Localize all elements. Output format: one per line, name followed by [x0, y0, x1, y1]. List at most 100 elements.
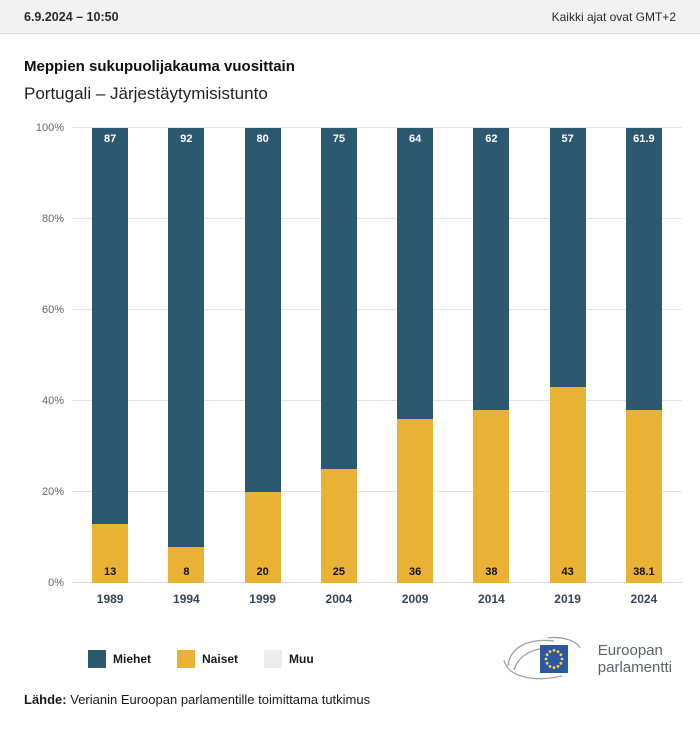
men-segment[interactable]: 87: [92, 128, 129, 524]
men-value-label: 75: [332, 133, 345, 145]
y-tick-label: 100%: [35, 122, 64, 134]
source-label: Lähde:: [24, 692, 67, 707]
men-segment[interactable]: 92: [168, 128, 205, 547]
women-value-label: 43: [561, 565, 574, 578]
men-value-label: 62: [485, 133, 498, 145]
women-value-label: 36: [409, 565, 422, 578]
y-tick-label: 0%: [48, 577, 64, 589]
x-axis-label: 1989: [96, 592, 124, 606]
x-axis: 1989 1994 1999 2004 2009 2014 2019 2024: [72, 592, 682, 606]
men-segment[interactable]: 75: [320, 128, 357, 470]
gridline: [72, 218, 682, 219]
women-segment[interactable]: 20: [244, 492, 281, 583]
stacked-bar-chart: 0% 20% 40% 60% 80% 100% 87 13 92 8 80 20 75 25 64 36 62…: [24, 122, 682, 606]
y-tick-label: 20%: [41, 486, 64, 498]
top-bar: 6.9.2024 – 10:50 Kaikki ajat ovat GMT+2: [0, 0, 700, 34]
legend-item-muu[interactable]: Muu: [264, 650, 314, 668]
bar-column: 57 43: [530, 128, 606, 583]
chart-title: Meppien sukupuolijakauma vuosittain: [24, 58, 295, 75]
chart-subtitle: Portugali – Järjestäytymisistunto: [24, 84, 268, 103]
stacked-bar-2004[interactable]: 75 25: [320, 128, 357, 583]
gridline: [72, 400, 682, 401]
legend-swatch: [177, 650, 196, 668]
legend-label: Muu: [289, 652, 314, 666]
legend-swatch: [264, 650, 283, 668]
bar-column: 75 25: [301, 128, 377, 583]
bar-column: 62 38: [453, 128, 529, 583]
gridlines: [72, 127, 682, 583]
bars-container: 87 13 92 8 80 20 75 25 64 36 62 38 57 43 61.9 38.1: [72, 128, 682, 583]
legend-label: Miehet: [113, 652, 152, 666]
legend: Miehet Naiset Muu: [88, 650, 314, 668]
women-value-label: 25: [332, 566, 345, 578]
y-tick-label: 60%: [41, 304, 64, 316]
women-segment[interactable]: 38.1: [625, 409, 662, 583]
women-segment[interactable]: 13: [92, 523, 129, 583]
women-value-label: 38: [485, 565, 498, 578]
x-axis-label: 1999: [249, 592, 276, 606]
gridline: [72, 491, 682, 492]
women-segment[interactable]: 38: [473, 410, 510, 583]
datetime-label: 6.9.2024 – 10:50: [24, 9, 119, 24]
x-axis-label: 2024: [630, 592, 658, 606]
legend-item-miehet[interactable]: Miehet: [88, 650, 151, 668]
legend-item-naiset[interactable]: Naiset: [177, 650, 238, 668]
source-text: Verianin Euroopan parlamentille toimitta…: [66, 692, 371, 707]
europarl-logo: Euroopan parlamentti: [502, 636, 672, 682]
stacked-bar-1994[interactable]: 92 8: [168, 128, 205, 583]
men-segment[interactable]: 80: [244, 128, 281, 492]
legend-label: Naiset: [202, 652, 239, 666]
women-segment[interactable]: 43: [549, 387, 586, 583]
bar-column: 64 36: [377, 128, 453, 583]
y-tick-label: 80%: [41, 213, 64, 225]
men-value-label: 92: [180, 133, 193, 145]
eu-stars: [544, 649, 564, 669]
bar-column: 92 8: [148, 128, 224, 583]
legend-swatch: [88, 650, 106, 668]
x-axis-label: 2014: [478, 592, 505, 606]
men-segment[interactable]: 61.9: [625, 128, 662, 410]
x-axis-label: 2019: [554, 592, 581, 606]
x-axis-label: 2009: [401, 592, 429, 606]
europarl-logo-text: Euroopan parlamentti: [598, 642, 672, 677]
y-axis: 0% 20% 40% 60% 80% 100%: [24, 122, 64, 589]
men-segment[interactable]: 57: [549, 128, 586, 388]
women-segment[interactable]: 36: [397, 419, 434, 583]
europarl-logo-icon: [503, 636, 581, 680]
bar-column: 87 13: [72, 128, 148, 583]
stacked-bar-2014[interactable]: 62 38: [473, 128, 510, 583]
x-axis-label: 2004: [325, 592, 353, 606]
x-axis-label: 1994: [173, 592, 200, 606]
stacked-bar-2009[interactable]: 64 36: [397, 128, 434, 583]
women-segment[interactable]: 8: [168, 546, 205, 583]
women-segment[interactable]: 25: [320, 469, 357, 583]
men-value-label: 61.9: [633, 133, 655, 145]
men-value-label: 87: [104, 133, 117, 145]
bar-column: 61.9 38.1: [606, 128, 682, 583]
gridline: [72, 309, 682, 310]
stacked-bar-2019[interactable]: 57 43: [549, 128, 586, 583]
women-value-label: 38.1: [633, 565, 655, 578]
bar-column: 80 20: [225, 128, 301, 583]
women-value-label: 20: [256, 566, 269, 578]
men-value-label: 64: [409, 133, 422, 145]
x-axis-line: [72, 582, 682, 583]
logo-line2: parlamentti: [597, 659, 672, 676]
women-value-label: 13: [104, 565, 117, 578]
chart-footer: Miehet Naiset Muu Euroopan parlamentti: [0, 606, 700, 682]
chart-header: Meppien sukupuolijakauma vuosittain Port…: [0, 34, 700, 104]
men-value-label: 57: [561, 133, 574, 145]
y-tick-label: 40%: [41, 395, 64, 407]
gridline: [72, 127, 682, 128]
stacked-bar-1989[interactable]: 87 13: [92, 128, 129, 583]
stacked-bar-1999[interactable]: 80 20: [244, 128, 281, 583]
source-line: Lähde: Verianin Euroopan parlamentille t…: [0, 682, 700, 707]
timezone-label: Kaikki ajat ovat GMT+2: [551, 9, 676, 24]
men-value-label: 80: [256, 133, 269, 145]
logo-line1: Euroopan: [597, 641, 663, 659]
stacked-bar-2024[interactable]: 61.9 38.1: [625, 128, 662, 583]
men-segment[interactable]: 64: [397, 128, 434, 420]
men-segment[interactable]: 62: [473, 128, 510, 411]
plot-area: 0% 20% 40% 60% 80% 100% 87 13 92 8 80 20 75 25 64 36 62…: [36, 122, 682, 589]
women-value-label: 8: [183, 565, 190, 578]
